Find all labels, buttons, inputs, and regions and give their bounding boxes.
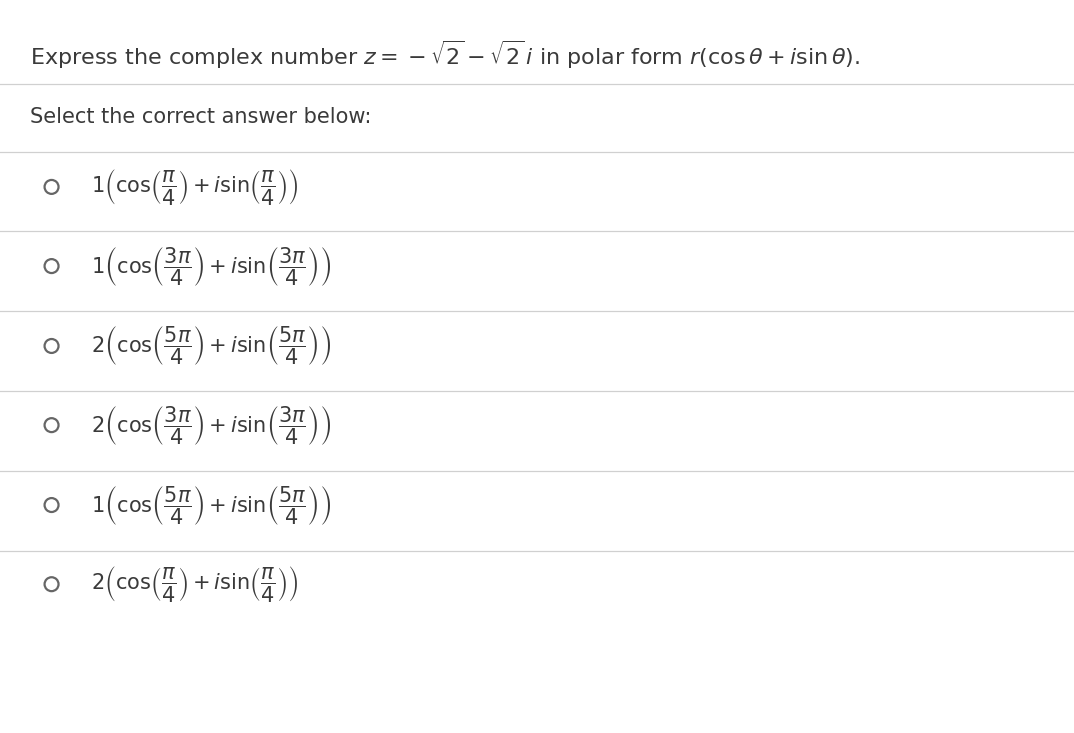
Text: $2\left(\cos\!\left(\dfrac{\pi}{4}\right) + i\sin\!\left(\dfrac{\pi}{4}\right)\r: $2\left(\cos\!\left(\dfrac{\pi}{4}\right… [91, 564, 299, 604]
Text: Express the complex number $z = -\sqrt{2} - \sqrt{2}\,i$ in polar form $r(\cos\t: Express the complex number $z = -\sqrt{2… [30, 39, 860, 71]
Text: $1\left(\cos\!\left(\dfrac{3\pi}{4}\right) + i\sin\!\left(\dfrac{3\pi}{4}\right): $1\left(\cos\!\left(\dfrac{3\pi}{4}\righ… [91, 245, 331, 287]
Text: $2\left(\cos\!\left(\dfrac{3\pi}{4}\right) + i\sin\!\left(\dfrac{3\pi}{4}\right): $2\left(\cos\!\left(\dfrac{3\pi}{4}\righ… [91, 404, 331, 446]
Text: $2\left(\cos\!\left(\dfrac{5\pi}{4}\right) + i\sin\!\left(\dfrac{5\pi}{4}\right): $2\left(\cos\!\left(\dfrac{5\pi}{4}\righ… [91, 325, 331, 367]
Text: $1\left(\cos\!\left(\dfrac{5\pi}{4}\right) + i\sin\!\left(\dfrac{5\pi}{4}\right): $1\left(\cos\!\left(\dfrac{5\pi}{4}\righ… [91, 484, 331, 526]
Text: $1\left(\cos\!\left(\dfrac{\pi}{4}\right) + i\sin\!\left(\dfrac{\pi}{4}\right)\r: $1\left(\cos\!\left(\dfrac{\pi}{4}\right… [91, 167, 299, 207]
Text: Select the correct answer below:: Select the correct answer below: [30, 107, 372, 128]
